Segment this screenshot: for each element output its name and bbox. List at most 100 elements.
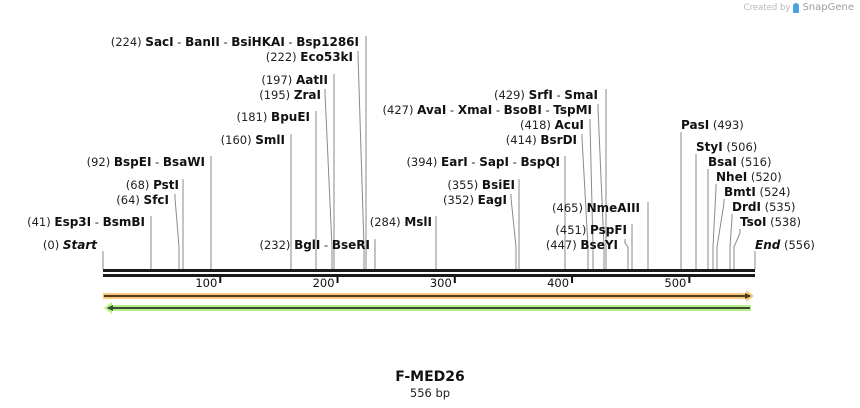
restriction-site[interactable]: (41) Esp3I - BsmBI (27, 215, 145, 229)
restriction-site[interactable]: (352) EagI (443, 193, 507, 207)
restriction-site[interactable]: (224) SacI - BanII - BsiHKAI - Bsp1286I (111, 35, 359, 49)
site-label[interactable]: StyI (506) (696, 140, 757, 154)
restriction-site[interactable]: (222) Eco53kI (266, 50, 353, 64)
site-label[interactable]: (195) ZraI (259, 88, 321, 102)
enzyme-name[interactable]: MslI (404, 215, 432, 229)
enzyme-name[interactable]: BseYI (580, 238, 618, 252)
enzyme-name[interactable]: BsrDI (540, 133, 577, 147)
site-label[interactable]: TsoI (538) (740, 215, 801, 229)
restriction-site[interactable]: (181) BpuEI (236, 110, 310, 124)
site-label[interactable]: (418) AcuI (520, 118, 584, 132)
site-label[interactable]: (429) SrfI - SmaI (494, 88, 598, 102)
enzyme-name[interactable]: BanII (185, 35, 220, 49)
enzyme-name[interactable]: EagI (478, 193, 507, 207)
restriction-site[interactable]: (427) AvaI - XmaI - BsoBI - TspMI (383, 103, 592, 117)
site-label[interactable]: (160) SmlI (221, 133, 285, 147)
enzyme-name[interactable]: SrfI (529, 88, 553, 102)
site-label[interactable]: (451) PspFI (555, 223, 627, 237)
site-label[interactable]: BmtI (524) (724, 185, 790, 199)
site-label[interactable]: (447) BseYI (546, 238, 618, 252)
site-label[interactable]: NheI (520) (716, 170, 782, 184)
enzyme-name[interactable]: SfcI (144, 193, 169, 207)
enzyme-name[interactable]: BsaI (708, 155, 737, 169)
site-label[interactable]: (222) Eco53kI (266, 50, 353, 64)
restriction-site[interactable]: (355) BsiEI (447, 178, 515, 192)
enzyme-name[interactable]: ZraI (294, 88, 321, 102)
enzyme-name[interactable]: DrdI (732, 200, 761, 214)
restriction-site[interactable]: (284) MslI (370, 215, 432, 229)
enzyme-name[interactable]: BsoBI (504, 103, 542, 117)
enzyme-name[interactable]: TsoI (740, 215, 766, 229)
site-label[interactable]: (224) SacI - BanII - BsiHKAI - Bsp1286I (111, 35, 359, 49)
site-label[interactable]: (355) BsiEI (447, 178, 515, 192)
site-label[interactable]: (92) BspEI - BsaWI (87, 155, 205, 169)
site-label[interactable]: (232) BglI - BseRI (259, 238, 370, 252)
restriction-site[interactable]: (160) SmlI (221, 133, 285, 147)
restriction-site[interactable]: (465) NmeAIII (552, 201, 640, 215)
reverse-feature[interactable] (104, 302, 751, 314)
enzyme-name[interactable]: BsmBI (103, 215, 145, 229)
restriction-site[interactable]: (197) AatII (261, 73, 328, 87)
site-label[interactable]: DrdI (535) (732, 200, 796, 214)
enzyme-name[interactable]: Esp3I (54, 215, 91, 229)
restriction-site[interactable]: StyI (506) (696, 140, 757, 154)
enzyme-name[interactable]: TspMI (553, 103, 592, 117)
enzyme-name[interactable]: BglI (294, 238, 320, 252)
site-label[interactable]: PasI (493) (681, 118, 744, 132)
site-label[interactable]: (414) BsrDI (506, 133, 577, 147)
restriction-site[interactable]: TsoI (538) (740, 215, 801, 229)
enzyme-name[interactable]: SmlI (255, 133, 285, 147)
site-label[interactable]: (197) AatII (261, 73, 328, 87)
enzyme-name[interactable]: BsaWI (163, 155, 205, 169)
enzyme-name[interactable]: SapI (479, 155, 509, 169)
enzyme-name[interactable]: StyI (696, 140, 723, 154)
enzyme-name[interactable]: NheI (716, 170, 747, 184)
enzyme-name[interactable]: AatII (296, 73, 328, 87)
enzyme-name[interactable]: BseRI (332, 238, 370, 252)
enzyme-name[interactable]: BpuEI (271, 110, 310, 124)
restriction-site[interactable]: (68) PstI (126, 178, 179, 192)
enzyme-name[interactable]: XmaI (458, 103, 492, 117)
enzyme-name[interactable]: BmtI (724, 185, 756, 199)
restriction-site[interactable]: (232) BglI - BseRI (259, 238, 370, 252)
restriction-site[interactable]: (447) BseYI (546, 238, 618, 252)
enzyme-name[interactable]: NmeAIII (587, 201, 640, 215)
site-label[interactable]: (427) AvaI - XmaI - BsoBI - TspMI (383, 103, 592, 117)
restriction-site[interactable]: BsaI (516) (708, 155, 771, 169)
enzyme-name[interactable]: BspEI (114, 155, 152, 169)
enzyme-name[interactable]: PstI (153, 178, 179, 192)
enzyme-name[interactable]: SacI (145, 35, 173, 49)
site-label[interactable]: (465) NmeAIII (552, 201, 640, 215)
site-label[interactable]: (352) EagI (443, 193, 507, 207)
site-label[interactable]: (68) PstI (126, 178, 179, 192)
enzyme-name[interactable]: BspQI (520, 155, 560, 169)
enzyme-name[interactable]: EarI (441, 155, 468, 169)
site-label[interactable]: (41) Esp3I - BsmBI (27, 215, 145, 229)
site-label[interactable]: (394) EarI - SapI - BspQI (406, 155, 560, 169)
restriction-site[interactable]: (451) PspFI (555, 223, 627, 237)
restriction-site[interactable]: (414) BsrDI (506, 133, 577, 147)
enzyme-name[interactable]: BsiHKAI (231, 35, 285, 49)
restriction-site[interactable]: PasI (493) (681, 118, 744, 132)
restriction-site[interactable]: (64) SfcI (116, 193, 169, 207)
enzyme-name[interactable]: AvaI (417, 103, 446, 117)
restriction-site[interactable]: (418) AcuI (520, 118, 584, 132)
enzyme-name[interactable]: Bsp1286I (296, 35, 359, 49)
enzyme-name[interactable]: Eco53kI (300, 50, 353, 64)
enzyme-name[interactable]: PspFI (590, 223, 627, 237)
restriction-site[interactable]: (394) EarI - SapI - BspQI (406, 155, 560, 169)
site-label[interactable]: (284) MslI (370, 215, 432, 229)
restriction-site[interactable]: NheI (520) (716, 170, 782, 184)
restriction-site[interactable]: BmtI (524) (724, 185, 790, 199)
forward-feature[interactable] (103, 290, 754, 302)
site-label[interactable]: BsaI (516) (708, 155, 771, 169)
restriction-site[interactable]: DrdI (535) (732, 200, 796, 214)
enzyme-name[interactable]: SmaI (564, 88, 598, 102)
enzyme-name[interactable]: AcuI (555, 118, 584, 132)
restriction-site[interactable]: (195) ZraI (259, 88, 321, 102)
enzyme-name[interactable]: BsiEI (482, 178, 515, 192)
enzyme-name[interactable]: PasI (681, 118, 709, 132)
restriction-site[interactable]: (429) SrfI - SmaI (494, 88, 598, 102)
restriction-site[interactable]: (92) BspEI - BsaWI (87, 155, 205, 169)
site-label[interactable]: (181) BpuEI (236, 110, 310, 124)
